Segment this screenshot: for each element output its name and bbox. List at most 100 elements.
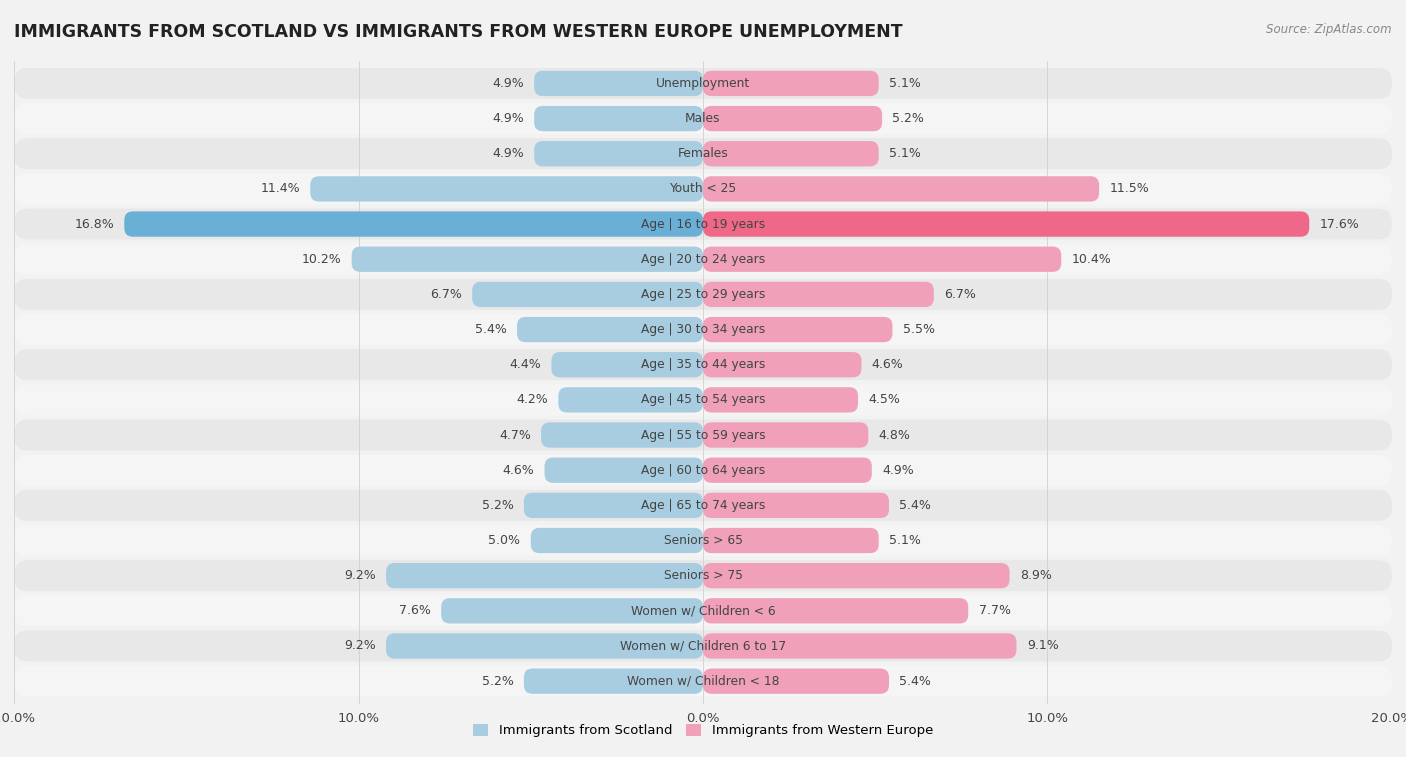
FancyBboxPatch shape [387,634,703,659]
Text: Unemployment: Unemployment [655,77,751,90]
Text: 9.2%: 9.2% [344,569,375,582]
Text: Females: Females [678,148,728,160]
Text: Seniors > 75: Seniors > 75 [664,569,742,582]
FancyBboxPatch shape [703,176,1099,201]
FancyBboxPatch shape [14,490,1392,521]
Text: 4.9%: 4.9% [492,112,524,125]
FancyBboxPatch shape [14,209,1392,239]
FancyBboxPatch shape [14,595,1392,626]
FancyBboxPatch shape [703,247,1062,272]
FancyBboxPatch shape [14,665,1392,696]
Text: 4.4%: 4.4% [509,358,541,371]
Legend: Immigrants from Scotland, Immigrants from Western Europe: Immigrants from Scotland, Immigrants fro… [467,718,939,743]
FancyBboxPatch shape [14,244,1392,275]
FancyBboxPatch shape [703,493,889,518]
FancyBboxPatch shape [14,139,1392,170]
Text: 9.1%: 9.1% [1026,640,1059,653]
FancyBboxPatch shape [472,282,703,307]
FancyBboxPatch shape [558,388,703,413]
FancyBboxPatch shape [703,668,889,694]
Text: 5.1%: 5.1% [889,148,921,160]
Text: 4.2%: 4.2% [516,394,548,407]
FancyBboxPatch shape [14,279,1392,310]
Text: 7.6%: 7.6% [399,604,430,617]
FancyBboxPatch shape [352,247,703,272]
Text: Age | 20 to 24 years: Age | 20 to 24 years [641,253,765,266]
Text: Youth < 25: Youth < 25 [669,182,737,195]
Text: Age | 30 to 34 years: Age | 30 to 34 years [641,323,765,336]
FancyBboxPatch shape [14,349,1392,380]
FancyBboxPatch shape [703,282,934,307]
FancyBboxPatch shape [14,455,1392,486]
Text: IMMIGRANTS FROM SCOTLAND VS IMMIGRANTS FROM WESTERN EUROPE UNEMPLOYMENT: IMMIGRANTS FROM SCOTLAND VS IMMIGRANTS F… [14,23,903,41]
FancyBboxPatch shape [703,388,858,413]
Text: 5.2%: 5.2% [893,112,924,125]
FancyBboxPatch shape [703,141,879,167]
FancyBboxPatch shape [703,634,1017,659]
FancyBboxPatch shape [534,106,703,131]
Text: 4.8%: 4.8% [879,428,911,441]
FancyBboxPatch shape [14,385,1392,416]
Text: 7.7%: 7.7% [979,604,1011,617]
FancyBboxPatch shape [524,493,703,518]
FancyBboxPatch shape [534,141,703,167]
Text: 5.2%: 5.2% [482,674,513,687]
FancyBboxPatch shape [441,598,703,624]
FancyBboxPatch shape [703,598,969,624]
FancyBboxPatch shape [14,103,1392,134]
Text: 8.9%: 8.9% [1019,569,1052,582]
Text: 17.6%: 17.6% [1320,217,1360,231]
Text: Age | 16 to 19 years: Age | 16 to 19 years [641,217,765,231]
Text: 5.4%: 5.4% [900,674,931,687]
Text: Women w/ Children < 18: Women w/ Children < 18 [627,674,779,687]
Text: 4.7%: 4.7% [499,428,531,441]
FancyBboxPatch shape [703,528,879,553]
FancyBboxPatch shape [14,314,1392,345]
Text: Age | 45 to 54 years: Age | 45 to 54 years [641,394,765,407]
FancyBboxPatch shape [541,422,703,447]
Text: 5.0%: 5.0% [488,534,520,547]
Text: 6.7%: 6.7% [430,288,461,301]
FancyBboxPatch shape [311,176,703,201]
FancyBboxPatch shape [703,211,1309,237]
Text: 16.8%: 16.8% [75,217,114,231]
FancyBboxPatch shape [534,70,703,96]
Text: 4.9%: 4.9% [492,77,524,90]
Text: 11.4%: 11.4% [260,182,299,195]
Text: 4.6%: 4.6% [872,358,904,371]
Text: Age | 55 to 59 years: Age | 55 to 59 years [641,428,765,441]
Text: 5.1%: 5.1% [889,534,921,547]
Text: 10.2%: 10.2% [301,253,342,266]
FancyBboxPatch shape [14,173,1392,204]
Text: 5.4%: 5.4% [475,323,506,336]
Text: Women w/ Children 6 to 17: Women w/ Children 6 to 17 [620,640,786,653]
Text: Seniors > 65: Seniors > 65 [664,534,742,547]
FancyBboxPatch shape [703,422,869,447]
FancyBboxPatch shape [14,631,1392,662]
Text: Age | 35 to 44 years: Age | 35 to 44 years [641,358,765,371]
FancyBboxPatch shape [14,419,1392,450]
Text: 4.9%: 4.9% [882,464,914,477]
Text: Women w/ Children < 6: Women w/ Children < 6 [631,604,775,617]
FancyBboxPatch shape [703,457,872,483]
FancyBboxPatch shape [387,563,703,588]
Text: 5.1%: 5.1% [889,77,921,90]
Text: 4.5%: 4.5% [869,394,900,407]
FancyBboxPatch shape [14,525,1392,556]
FancyBboxPatch shape [703,563,1010,588]
Text: Age | 60 to 64 years: Age | 60 to 64 years [641,464,765,477]
Text: Males: Males [685,112,721,125]
FancyBboxPatch shape [524,668,703,694]
Text: Age | 25 to 29 years: Age | 25 to 29 years [641,288,765,301]
FancyBboxPatch shape [517,317,703,342]
Text: 5.4%: 5.4% [900,499,931,512]
Text: 5.5%: 5.5% [903,323,935,336]
FancyBboxPatch shape [703,70,879,96]
Text: 10.4%: 10.4% [1071,253,1111,266]
Text: 9.2%: 9.2% [344,640,375,653]
Text: 4.9%: 4.9% [492,148,524,160]
FancyBboxPatch shape [703,317,893,342]
Text: Age | 65 to 74 years: Age | 65 to 74 years [641,499,765,512]
Text: 6.7%: 6.7% [945,288,976,301]
FancyBboxPatch shape [544,457,703,483]
